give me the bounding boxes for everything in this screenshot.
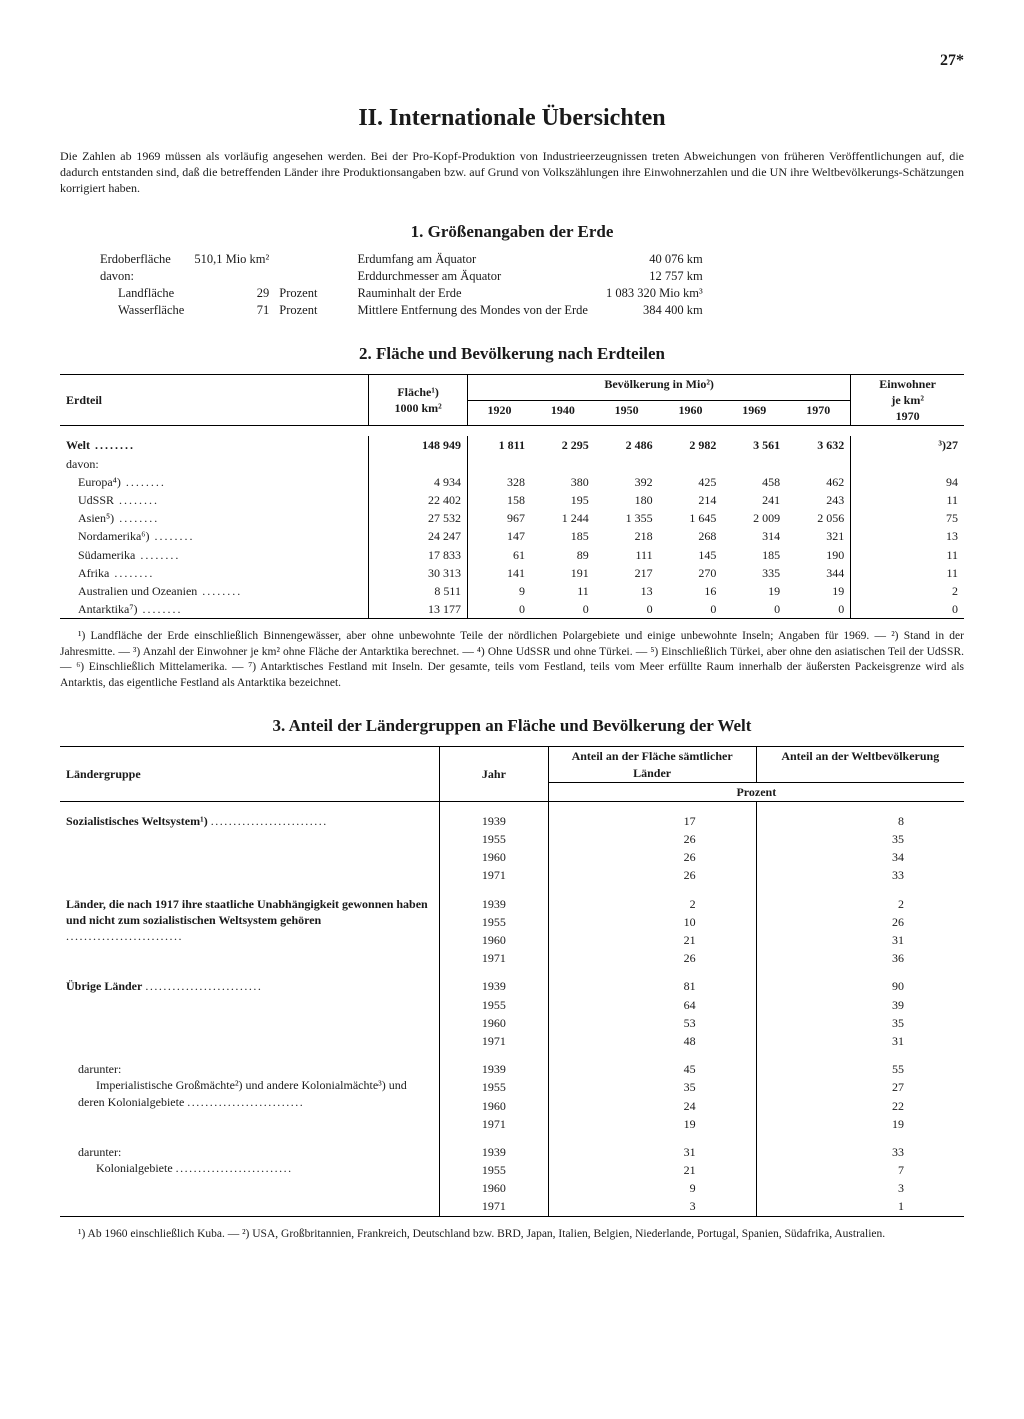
sec3-footnotes: ¹) Ab 1960 einschließlich Kuba. — ²) USA… bbox=[60, 1227, 964, 1243]
sec2-footnotes: ¹) Landfläche der Erde einschließlich Bi… bbox=[60, 629, 964, 691]
page-number: 27* bbox=[60, 50, 964, 72]
sec3-title: 3. Anteil der Ländergruppen an Fläche un… bbox=[60, 715, 964, 738]
main-title: II. Internationale Übersichten bbox=[60, 102, 964, 134]
country-groups-table: Ländergruppe Jahr Anteil an der Fläche s… bbox=[60, 746, 964, 1216]
intro-text: Die Zahlen ab 1969 müssen als vorläufig … bbox=[60, 148, 964, 197]
earth-measurements: Erdoberfläche510,1 Mio km²davon:Landfläc… bbox=[100, 251, 924, 319]
sec1-title: 1. Größenangaben der Erde bbox=[60, 221, 964, 244]
continent-table: Erdteil Fläche¹) 1000 km² Bevölkerung in… bbox=[60, 374, 964, 619]
sec2-title: 2. Fläche und Bevölkerung nach Erdteilen bbox=[60, 343, 964, 366]
